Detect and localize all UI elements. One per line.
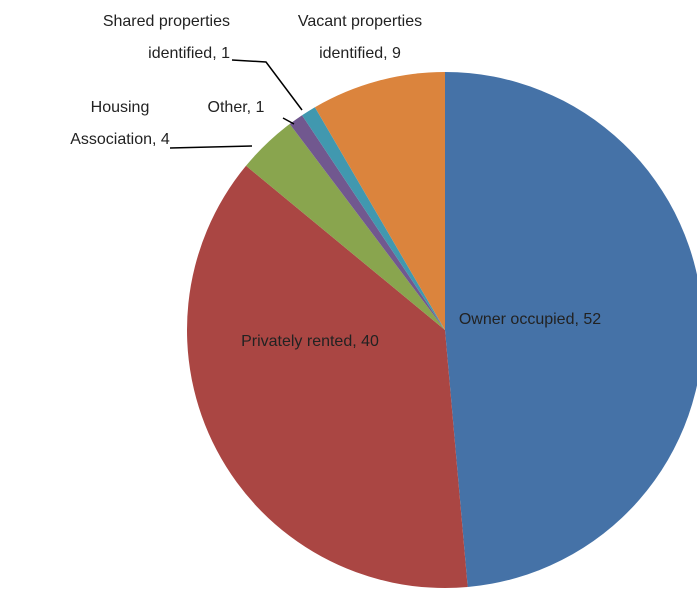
leader-line	[169, 145, 253, 149]
data-label-line: Shared properties	[103, 13, 230, 30]
pie	[187, 72, 697, 588]
data-label-line: Other, 1	[208, 99, 265, 116]
pie-slice	[302, 107, 445, 330]
pie-slice	[289, 115, 445, 330]
data-label: Owner occupied, 52	[459, 311, 601, 328]
data-label-line: identified, 9	[319, 45, 401, 62]
leader-line	[282, 117, 295, 125]
pie-slice	[314, 72, 445, 330]
data-label-line: Housing	[91, 99, 150, 116]
data-label: Housing Association, 4	[70, 99, 170, 148]
data-label-line: Vacant properties	[298, 13, 422, 30]
data-label: Other, 1	[208, 99, 265, 116]
data-label: Vacant properties identified, 9	[298, 13, 422, 62]
data-label: Shared properties identified, 1	[103, 13, 230, 62]
pie-slice	[445, 72, 697, 587]
data-label-line: identified, 1	[148, 45, 230, 62]
pie-slice	[187, 165, 468, 588]
data-label-line: Owner occupied, 52	[459, 311, 601, 328]
data-label: Privately rented, 40	[241, 333, 379, 350]
data-label-line: Association, 4	[70, 131, 170, 148]
leader-line	[231, 59, 303, 111]
data-label-line: Privately rented, 40	[241, 333, 379, 350]
pie-slice	[246, 123, 445, 330]
